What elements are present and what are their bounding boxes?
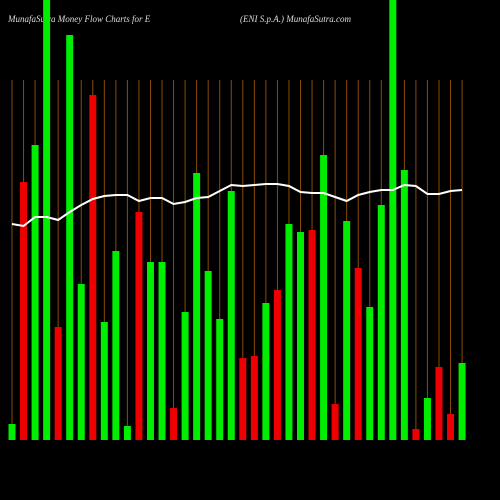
bar [43, 0, 51, 440]
bar [250, 356, 258, 440]
bar [331, 404, 339, 440]
bar [458, 363, 466, 440]
bar [320, 155, 328, 440]
bar [447, 414, 455, 440]
bar [273, 290, 281, 440]
bar [435, 367, 443, 440]
money-flow-line [11, 183, 463, 228]
bar [135, 212, 143, 440]
bar [354, 268, 362, 440]
bar [31, 145, 39, 440]
bar [204, 271, 212, 440]
bar [366, 307, 374, 440]
bar [423, 398, 431, 440]
bar [181, 312, 189, 440]
bar [239, 358, 247, 440]
bar [158, 262, 166, 440]
bar [146, 262, 154, 440]
bar [8, 424, 16, 440]
chart-title: MunafaSutra Money Flow Charts for E [7, 14, 151, 24]
bar [54, 327, 62, 440]
bar [285, 224, 293, 440]
bar [170, 408, 178, 440]
bar [343, 221, 351, 440]
bar [262, 303, 270, 440]
bar [193, 173, 201, 440]
bar [297, 232, 304, 440]
bar [123, 426, 131, 440]
bar [227, 191, 235, 440]
bar [112, 251, 120, 440]
bar [400, 170, 408, 440]
bar [20, 182, 28, 440]
bar [89, 95, 97, 440]
bar [77, 284, 85, 440]
bar [389, 0, 397, 440]
bar [216, 319, 224, 440]
bar [66, 35, 74, 440]
chart-subtitle: (ENI S.p.A.) MunafaSutra.com [240, 14, 351, 24]
bar [412, 429, 420, 440]
bar [308, 230, 316, 440]
bar [100, 322, 108, 440]
bar [377, 205, 385, 440]
